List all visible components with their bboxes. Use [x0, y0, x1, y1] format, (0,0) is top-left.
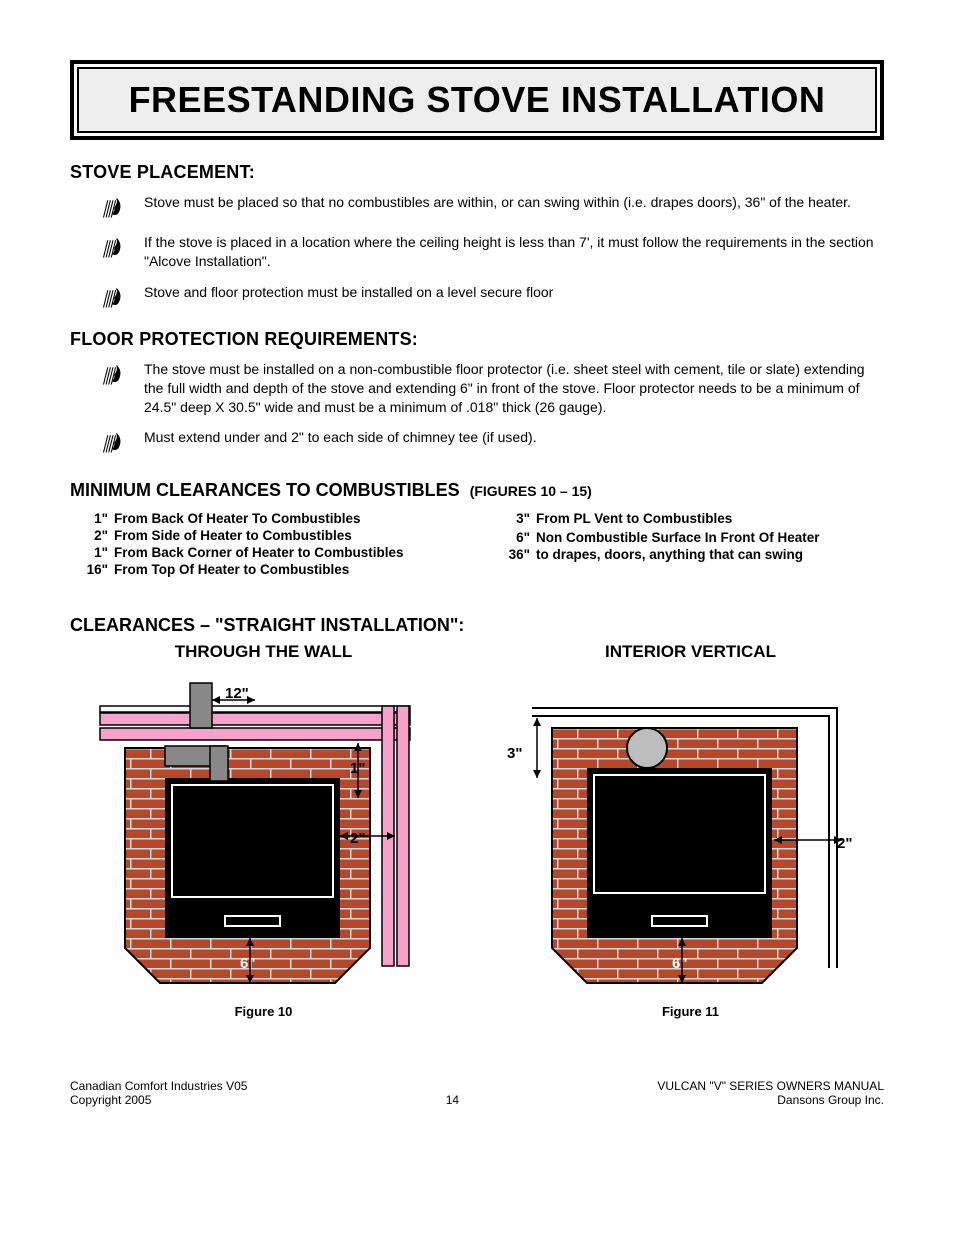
- footer-left: Canadian Comfort Industries V05 Copyrigh…: [70, 1079, 247, 1107]
- bullet-item: If the stove is placed in a location whe…: [100, 233, 884, 271]
- figure-11-title: INTERIOR VERTICAL: [497, 642, 884, 662]
- cl-desc: From Back Of Heater To Combustibles: [114, 511, 462, 526]
- dim-label: 3": [507, 745, 522, 762]
- heading-floor: FLOOR PROTECTION REQUIREMENTS:: [70, 329, 884, 350]
- cl-desc: From PL Vent to Combustibles: [536, 511, 884, 526]
- heading-clearances-sub: (FIGURES 10 – 15): [470, 483, 592, 499]
- flame-bullet-icon: [100, 362, 126, 388]
- bullet-text: Stove and floor protection must be insta…: [144, 283, 884, 302]
- cl-dim: 36": [502, 547, 536, 562]
- figure-11-svg: 3" 2" 6": [497, 668, 867, 998]
- cl-desc: From Back Corner of Heater to Combustibl…: [114, 545, 462, 560]
- bullet-text: The stove must be installed on a non-com…: [144, 360, 884, 417]
- floor-bullets: The stove must be installed on a non-com…: [100, 360, 884, 457]
- title-inner: FREESTANDING STOVE INSTALLATION: [77, 67, 877, 133]
- clearance-col-right: 3"From PL Vent to Combustibles 6"Non Com…: [502, 511, 884, 579]
- flame-bullet-icon: [100, 235, 126, 261]
- footer-copyright: Copyright 2005: [70, 1093, 247, 1107]
- bullet-text: Stove must be placed so that no combusti…: [144, 193, 884, 212]
- bullet-item: The stove must be installed on a non-com…: [100, 360, 884, 417]
- figure-11-block: INTERIOR VERTICAL: [497, 642, 884, 1019]
- figures-row: THROUGH THE WALL: [70, 642, 884, 1019]
- heading-clearances: MINIMUM CLEARANCES TO COMBUSTIBLES (FIGU…: [70, 480, 884, 501]
- bullet-item: Stove and floor protection must be insta…: [100, 283, 884, 311]
- figure-11-caption: Figure 11: [497, 1004, 884, 1019]
- flame-bullet-icon: [100, 430, 126, 456]
- cl-desc: Non Combustible Surface In Front Of Heat…: [536, 530, 884, 545]
- bullet-text: Must extend under and 2" to each side of…: [144, 428, 884, 447]
- cl-dim: 6": [502, 530, 536, 545]
- bullet-text: If the stove is placed in a location whe…: [144, 233, 884, 271]
- footer-page-number: 14: [446, 1093, 459, 1107]
- flame-bullet-icon: [100, 285, 126, 311]
- title-frame: FREESTANDING STOVE INSTALLATION: [70, 60, 884, 140]
- heading-placement: STOVE PLACEMENT:: [70, 162, 884, 183]
- cl-dim: 3": [502, 511, 536, 526]
- cl-desc: to drapes, doors, anything that can swin…: [536, 547, 884, 562]
- heading-straight: CLEARANCES – "STRAIGHT INSTALLATION":: [70, 615, 884, 636]
- dim-label: 2": [837, 835, 852, 852]
- dim-label: 2": [350, 830, 365, 847]
- bullet-item: Must extend under and 2" to each side of…: [100, 428, 884, 456]
- footer-manual: VULCAN "V" SERIES OWNERS MANUAL: [657, 1079, 884, 1093]
- figure-10-block: THROUGH THE WALL: [70, 642, 457, 1019]
- footer-group: Dansons Group Inc.: [657, 1093, 884, 1107]
- figure-10-caption: Figure 10: [70, 1004, 457, 1019]
- cl-dim: 16": [80, 562, 114, 577]
- bullet-item: Stove must be placed so that no combusti…: [100, 193, 884, 221]
- placement-bullets: Stove must be placed so that no combusti…: [100, 193, 884, 311]
- page-footer: Canadian Comfort Industries V05 Copyrigh…: [70, 1079, 884, 1107]
- heading-clearances-main: MINIMUM CLEARANCES TO COMBUSTIBLES: [70, 480, 460, 500]
- clearance-col-left: 1"From Back Of Heater To Combustibles 2"…: [80, 511, 462, 579]
- cl-dim: 1": [80, 511, 114, 526]
- flame-bullet-icon: [100, 195, 126, 221]
- figure-10-title: THROUGH THE WALL: [70, 642, 457, 662]
- cl-desc: From Top Of Heater to Combustibles: [114, 562, 462, 577]
- cl-dim: 2": [80, 528, 114, 543]
- cl-dim: 1": [80, 545, 114, 560]
- clearance-list: 1"From Back Of Heater To Combustibles 2"…: [80, 511, 884, 579]
- footer-company: Canadian Comfort Industries V05: [70, 1079, 247, 1093]
- page-title: FREESTANDING STOVE INSTALLATION: [83, 79, 871, 121]
- footer-right: VULCAN "V" SERIES OWNERS MANUAL Dansons …: [657, 1079, 884, 1107]
- dim-label: 6": [672, 955, 687, 972]
- cl-desc: From Side of Heater to Combustibles: [114, 528, 462, 543]
- dim-label: 6": [240, 955, 255, 972]
- figure-10-svg: 12" 1" 2" 6": [70, 668, 440, 998]
